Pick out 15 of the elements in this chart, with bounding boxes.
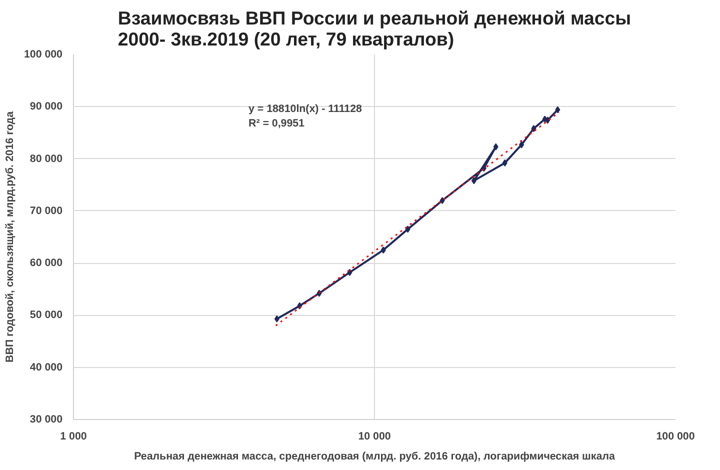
y-tick-label: 30 000 [30,414,63,426]
x-tick-label: 1 000 [60,430,87,442]
x-tick-label: 100 000 [656,430,695,442]
annotation: y = 18810ln(x) - 111128 R² = 0,9951 [248,103,362,130]
x-axis-title: Реальная денежная масса, среднегодовая (млрд. руб. 2016 года), логарифмическая шкала [134,450,615,462]
y-tick-label: 80 000 [30,152,63,165]
chart-title: Взаимосвязь ВВП России и реальной денежной массы 2000- 3кв.2019 (20 лет, 79 кварталов) [118,8,632,50]
y-tick-label: 40 000 [30,361,63,374]
x-tick-label: 10 000 [358,430,391,442]
y-tick-label: 50 000 [30,309,63,322]
y-tick-label: 70 000 [30,204,63,217]
y-axis-title: ВВП годовой, скользящий, млрд.руб. 2016 года [4,111,16,362]
y-tick-label: 60 000 [30,257,63,270]
y-tick-label: 100 000 [24,48,63,60]
y-tick-label: 90 000 [30,100,63,113]
